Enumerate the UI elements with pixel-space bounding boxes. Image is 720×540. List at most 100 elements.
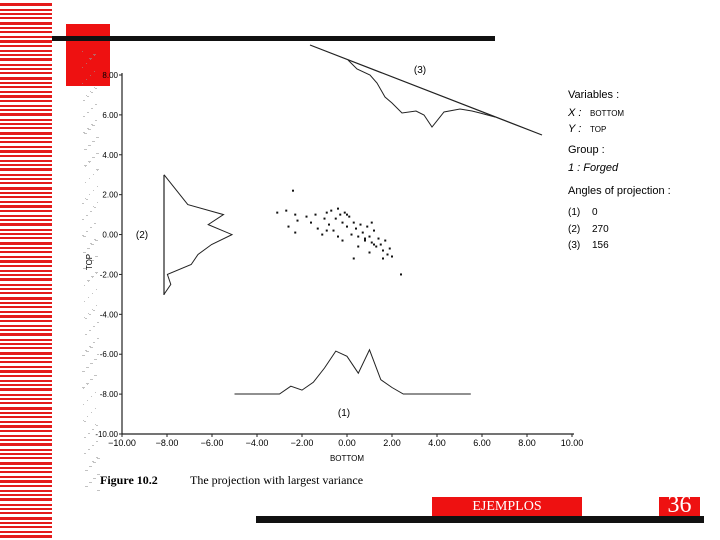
border-stripe xyxy=(0,375,52,377)
border-stripe xyxy=(0,407,52,410)
projection-3-label: (3) xyxy=(414,65,426,76)
data-point xyxy=(276,211,279,214)
border-stripe xyxy=(0,480,52,483)
data-point xyxy=(346,213,348,216)
border-stripe xyxy=(0,141,52,143)
grain-dot xyxy=(87,264,90,265)
grain-dot xyxy=(83,132,85,133)
grain-dot xyxy=(85,486,88,487)
data-point xyxy=(357,235,360,238)
data-point xyxy=(352,221,355,224)
grain-dot xyxy=(94,207,96,208)
footer-label: EJEMPLOS xyxy=(472,499,542,514)
grain-dot xyxy=(88,433,90,434)
projection-2-label: (2) xyxy=(136,230,148,241)
y-tick-label: -6.00 xyxy=(100,350,119,359)
border-stripe xyxy=(0,260,52,263)
border-stripe xyxy=(0,36,52,38)
border-stripe xyxy=(0,352,52,355)
x-tick-label: −6.00 xyxy=(201,438,224,448)
data-point xyxy=(328,223,330,226)
y-tick-label: 6.00 xyxy=(102,111,118,120)
border-stripe xyxy=(0,425,52,428)
border-stripe xyxy=(0,535,52,538)
grain-dot xyxy=(82,203,84,204)
grain-dot xyxy=(83,420,84,421)
y-tick-label: 8.00 xyxy=(102,71,118,80)
grain-dot xyxy=(83,268,86,269)
border-stripe xyxy=(0,494,52,496)
grain-dot xyxy=(91,92,93,93)
y-tick-label: 2.00 xyxy=(102,191,118,200)
border-stripe xyxy=(0,127,52,129)
border-stripe xyxy=(0,256,52,258)
red-stripe-border xyxy=(0,3,52,538)
grain-dot xyxy=(97,322,99,323)
y-tick-label: 0.00 xyxy=(102,231,118,240)
data-point xyxy=(341,221,344,224)
grain-dot xyxy=(92,277,93,278)
grain-dot xyxy=(83,100,85,101)
y-axis-label: TOP xyxy=(85,254,94,270)
grain-dot xyxy=(88,145,91,146)
border-stripe xyxy=(0,380,52,382)
legend: Variables : X : BOTTOM Y : TOP Group : 1… xyxy=(567,89,671,251)
grain-dot xyxy=(89,58,92,59)
data-point xyxy=(287,225,290,228)
grain-dot xyxy=(85,166,86,167)
grain-dot xyxy=(88,297,89,298)
data-point xyxy=(285,209,288,212)
border-stripe xyxy=(0,132,52,135)
border-stripe xyxy=(0,517,52,520)
grain-dot xyxy=(84,285,85,286)
data-point xyxy=(321,233,324,236)
grain-dot xyxy=(90,59,91,60)
grain-dot xyxy=(87,400,88,401)
border-stripe xyxy=(0,430,52,432)
border-stripe xyxy=(0,302,52,304)
border-stripe xyxy=(0,164,52,166)
grain-dot xyxy=(85,182,86,183)
grain-dot xyxy=(94,87,95,88)
x-tick-label: 8.00 xyxy=(518,438,536,448)
legend-angle-value: 0 xyxy=(592,207,598,218)
border-stripe xyxy=(0,274,52,276)
border-stripe xyxy=(0,339,52,341)
grain-dot xyxy=(93,174,94,175)
border-stripe xyxy=(0,168,52,171)
border-stripe xyxy=(0,9,52,11)
grain-dot xyxy=(93,54,96,55)
grain-dot xyxy=(95,392,96,393)
grain-dot xyxy=(93,342,95,343)
grain-dot xyxy=(97,202,98,203)
legend-angle-id: (1) xyxy=(568,207,580,218)
border-stripe xyxy=(0,150,52,153)
border-stripe xyxy=(0,155,52,157)
legend-angle-value: 156 xyxy=(592,240,609,251)
grain-dot xyxy=(92,141,95,142)
grain-dot xyxy=(83,388,84,389)
grain-dot xyxy=(83,404,84,405)
data-point xyxy=(332,229,335,232)
border-stripe xyxy=(0,219,52,221)
border-stripe xyxy=(0,205,52,208)
data-point xyxy=(366,225,369,228)
border-stripe xyxy=(0,40,52,43)
grain-dot xyxy=(97,170,98,171)
y-tick-label: -8.00 xyxy=(100,390,119,399)
border-stripe xyxy=(0,174,52,176)
grain-dot xyxy=(96,137,99,138)
border-stripe xyxy=(0,45,52,47)
data-point xyxy=(294,213,297,216)
grain-dot xyxy=(82,387,85,388)
grain-dot xyxy=(92,125,95,126)
grain-dot xyxy=(96,153,99,154)
border-stripe xyxy=(0,384,52,386)
legend-x-value: BOTTOM xyxy=(590,109,624,118)
grain-dot xyxy=(91,396,92,397)
x-tick-label: −4.00 xyxy=(246,438,269,448)
grain-dot xyxy=(97,186,98,187)
x-tick-label: 4.00 xyxy=(428,438,446,448)
grain-dot xyxy=(89,314,91,315)
grain-dot xyxy=(94,239,96,240)
